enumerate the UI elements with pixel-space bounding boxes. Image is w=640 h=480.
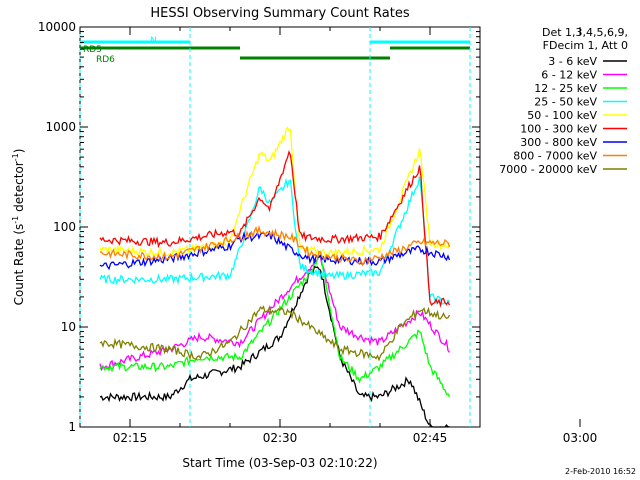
chart-title: HESSI Observing Summary Count Rates xyxy=(150,6,409,21)
legend-header-decimation: FDecim 1, Att 0 xyxy=(543,39,628,52)
legend-header-detectors: Det 1,3,4,5,6,9, xyxy=(542,26,628,39)
series-line-8 xyxy=(99,304,451,362)
legend-label: 50 - 100 keV xyxy=(527,109,597,122)
series-line-7 xyxy=(100,224,451,267)
legend: Det 1,3,4,5,6,9, FDecim 1, Att 0 3 - 6 k… xyxy=(499,26,628,176)
y-tick-label: 100 xyxy=(53,220,76,234)
series-line-4 xyxy=(99,126,451,259)
series-line-6 xyxy=(99,230,451,271)
flag-label-n: N xyxy=(150,36,157,46)
x-tick-label: 02:30 xyxy=(263,431,298,445)
flag-label-rd5: RD5 xyxy=(83,45,102,55)
x-tick-label: 02:15 xyxy=(113,431,148,445)
y-axis-label-main: Count Rate (s xyxy=(12,224,26,306)
y-tick-label: 10 xyxy=(61,320,76,334)
y-tick-label: 10000 xyxy=(38,20,76,34)
legend-label: 300 - 800 keV xyxy=(520,136,597,149)
series-line-1 xyxy=(99,253,450,372)
x-tick-label: 03:00 xyxy=(563,431,598,445)
y-axis-label-sup1: -1 xyxy=(11,216,20,224)
y-axis-label: Count Rate (s-1 detector-1) xyxy=(11,149,26,306)
y-tick-label: 1 xyxy=(68,420,76,434)
flag-label-rd6: RD6 xyxy=(96,55,115,65)
x-axis-label: Start Time (03-Sep-03 02:10:22) xyxy=(182,456,377,470)
legend-label: 25 - 50 keV xyxy=(534,96,597,109)
x-tick-label: 02:45 xyxy=(413,431,448,445)
plot-frame xyxy=(79,26,481,428)
legend-label: 12 - 25 keV xyxy=(534,82,597,95)
y-axis-label-end: ) xyxy=(12,149,26,154)
legend-label: 800 - 7000 keV xyxy=(513,150,597,163)
legend-label: 100 - 300 keV xyxy=(520,123,597,136)
y-tick-label: 1000 xyxy=(45,120,76,134)
legend-label: 3 - 6 keV xyxy=(548,55,597,68)
y-axis: 1 10 100 1000 10000 xyxy=(38,20,480,434)
y-axis-label-mid: detector xyxy=(12,161,26,216)
y-axis-label-sup2: -1 xyxy=(11,153,20,161)
legend-label: 6 - 12 keV xyxy=(541,69,597,82)
series-line-0 xyxy=(99,265,450,428)
legend-label: 7000 - 20000 keV xyxy=(499,163,597,176)
series-line-2 xyxy=(99,250,451,398)
footer-date: 2-Feb-2010 16:52 xyxy=(565,467,636,476)
data-series xyxy=(99,126,451,428)
series-line-5 xyxy=(99,150,451,308)
